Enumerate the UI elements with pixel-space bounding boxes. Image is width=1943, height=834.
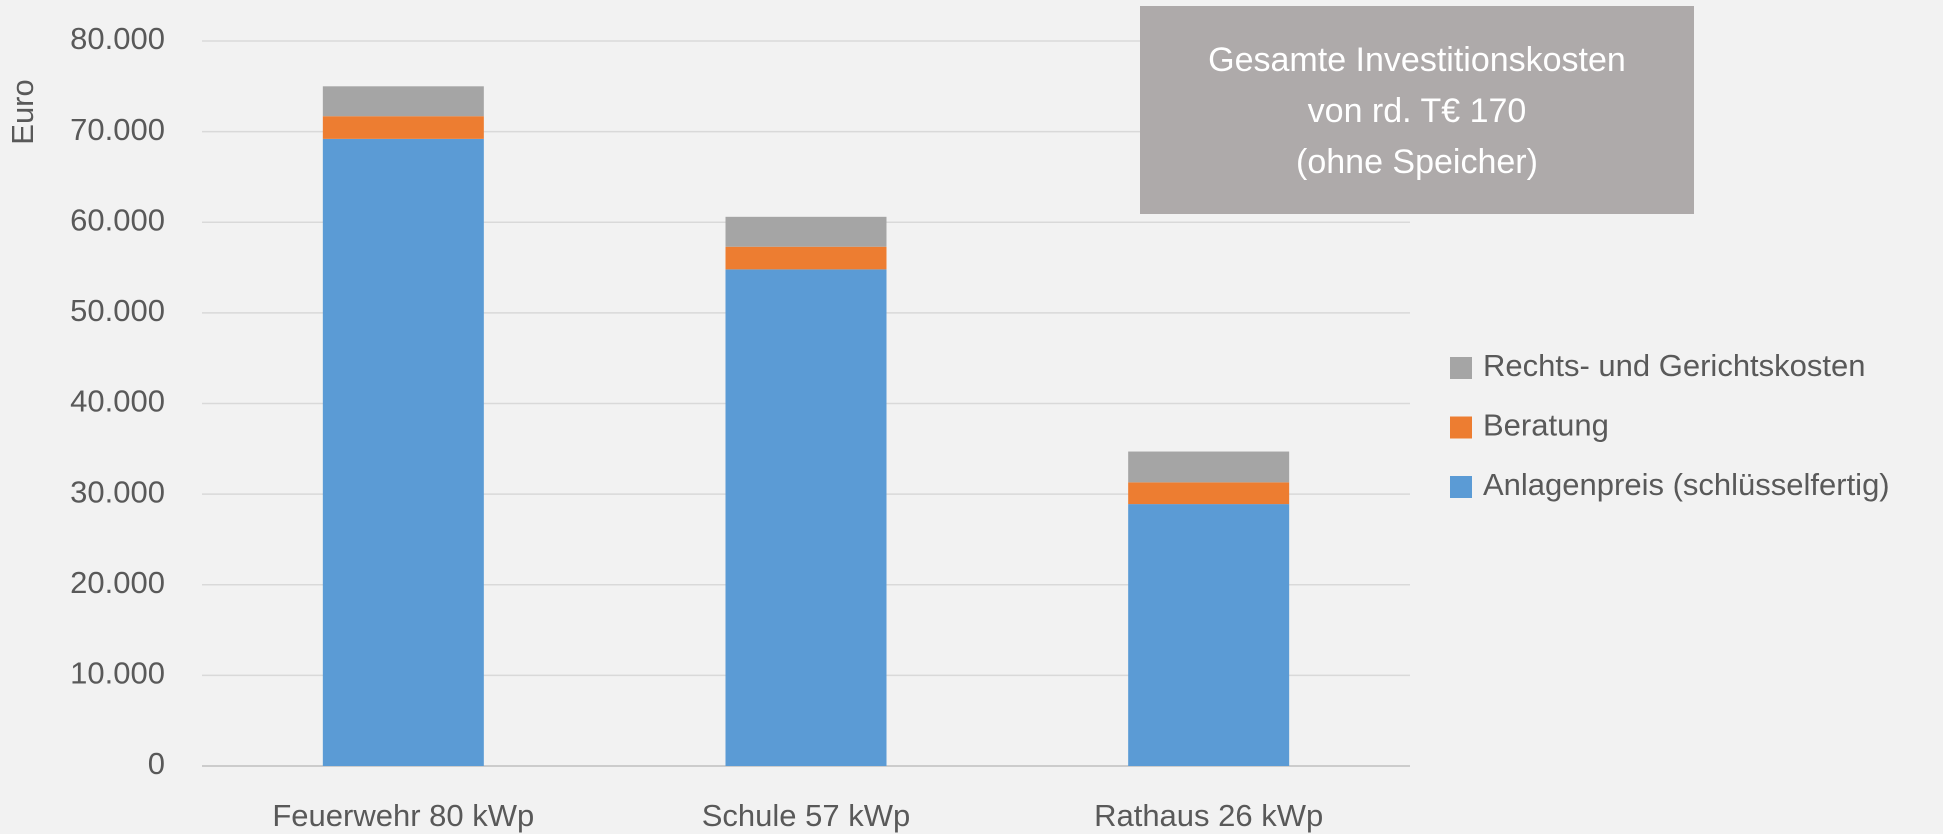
bar-segment	[1128, 504, 1290, 766]
legend-label: Anlagenpreis (schlüsselfertig)	[1483, 467, 1890, 502]
y-tick-label: 80.000	[70, 21, 165, 56]
y-tick-label: 0	[148, 746, 165, 781]
bar-segment	[322, 86, 484, 117]
annotation-text: (ohne Speicher)	[1296, 143, 1538, 181]
y-tick-label: 40.000	[70, 384, 165, 419]
x-tick-label: Rathaus 26 kWp	[1094, 798, 1323, 833]
y-tick-label: 50.000	[70, 293, 165, 328]
y-tick-label: 60.000	[70, 202, 165, 237]
bar-segment	[725, 216, 887, 247]
legend-label: Beratung	[1483, 408, 1609, 443]
y-tick-label: 30.000	[70, 474, 165, 509]
bar-segment	[725, 246, 887, 270]
bar-segment	[322, 138, 484, 766]
annotation-text: Gesamte Investitionskosten	[1208, 41, 1626, 79]
legend-label: Rechts- und Gerichtskosten	[1483, 348, 1866, 383]
x-tick-label: Feuerwehr 80 kWp	[272, 798, 534, 833]
y-tick-label: 70.000	[70, 112, 165, 147]
bar-segment	[1128, 451, 1290, 483]
x-tick-label: Schule 57 kWp	[702, 798, 911, 833]
annotation-text: von rd. T€ 170	[1308, 92, 1527, 130]
y-axis-label: Euro	[5, 79, 40, 144]
y-tick-label: 20.000	[70, 565, 165, 600]
legend-swatch	[1450, 416, 1472, 439]
annotation-box	[1140, 6, 1694, 214]
bar-segment	[725, 269, 887, 766]
bar-segment	[1128, 482, 1290, 505]
legend-swatch	[1450, 357, 1472, 379]
legend-swatch	[1450, 476, 1472, 498]
y-tick-label: 10.000	[70, 656, 165, 691]
bar-segment	[322, 116, 484, 139]
